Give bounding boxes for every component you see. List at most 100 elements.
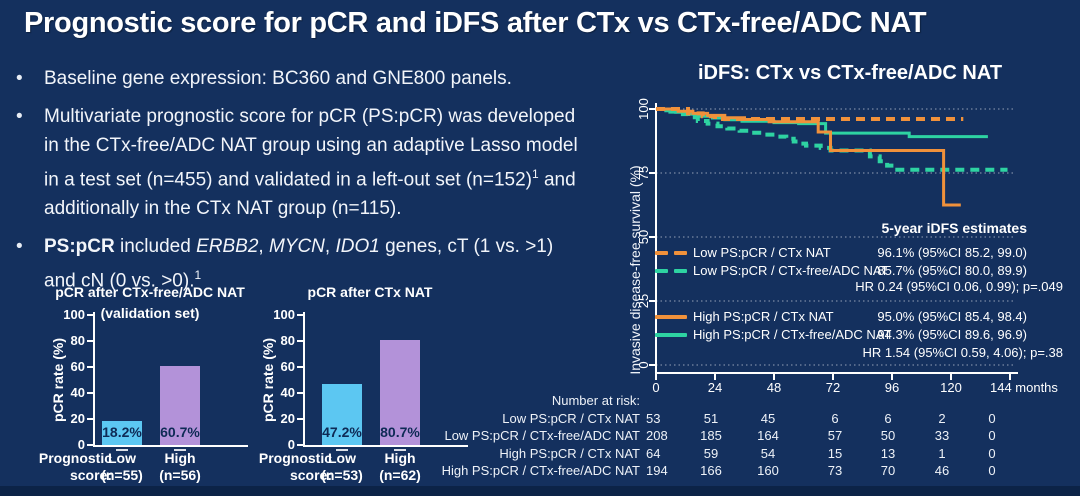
bar-y-tick (297, 418, 303, 420)
number-at-risk-table: Number at risk: Low PS:pCR / CTx NAT 53 51 4… (440, 392, 1056, 482)
risk-count: 166 (700, 463, 722, 478)
bar-y-tick (297, 444, 303, 446)
bar-x-tick (394, 449, 406, 451)
risk-count: 51 (703, 411, 719, 426)
text-segment: ERBB2 (196, 236, 259, 258)
legend-dashed-line-swatch (655, 269, 687, 273)
risk-count: 45 (760, 411, 776, 426)
bullet-line: additionally in the CTx NAT group (n=115… (44, 194, 616, 223)
risk-count: 73 (827, 463, 843, 478)
page-title: Prognostic score for pCR and iDFS after … (24, 7, 927, 39)
bullet-line: in a test set (n=455) and validated in a… (44, 160, 616, 194)
risk-count: 185 (700, 428, 722, 443)
text-segment: , (258, 236, 269, 258)
text-segment: PS:pCR (44, 236, 115, 258)
risk-count: 194 (646, 463, 668, 478)
risk-count: 208 (646, 428, 668, 443)
bullet-line: and cN (0 vs. >0).1 (44, 261, 616, 295)
risk-count: 70 (880, 463, 896, 478)
text-segment: Baseline gene expression: BC360 and GNE8… (44, 68, 512, 89)
risk-count: 6 (831, 411, 839, 426)
km-x-tick-label: 48 (766, 380, 782, 395)
risk-count: 2 (938, 411, 946, 426)
bar-y-tick (297, 314, 303, 316)
bar-y-tick (297, 392, 303, 394)
bar-group-label: Prognostic score: (250, 450, 332, 484)
bar-y-tick-label: 0 (287, 437, 295, 452)
bar-y-tick (87, 392, 93, 394)
km-y-tick-label: 25 (636, 293, 651, 309)
bar-category-label: Low (n=55) (86, 450, 158, 484)
bar-y-axis (303, 312, 305, 447)
bar-category-line: (n=56) (159, 467, 201, 483)
risk-count: 53 (646, 411, 661, 426)
bar-y-tick-label: 40 (70, 385, 85, 400)
bar (102, 421, 142, 445)
bar-y-tick-label: 40 (280, 385, 295, 400)
km-x-tick-label: 120 (940, 380, 962, 395)
text-segment: Multivariate prognostic score for pCR (P… (44, 106, 576, 127)
km-legend-label: Low PS:pCR / CTx NAT (693, 245, 831, 260)
text-segment: included (114, 236, 197, 258)
swatch-dash (655, 269, 668, 273)
km-curve (656, 107, 1008, 172)
km-legend-estimate: 95.0% (95%CI 85.4, 98.4) (877, 309, 1027, 324)
km-y-tick-label: 100 (636, 98, 651, 120)
text-segment: , (324, 236, 336, 258)
text-segment: in a test set (n=455) and validated in a… (44, 169, 532, 191)
bar-x-tick (336, 449, 348, 451)
bullet-text: Baseline gene expression: BC360 and GNE8… (44, 64, 616, 93)
bar-category-line: Low (328, 450, 356, 466)
bullet-line: Multivariate prognostic score for pCR (P… (44, 102, 616, 131)
risk-count: 6 (884, 411, 892, 426)
swatch-dash (655, 251, 668, 255)
risk-count: 160 (757, 463, 779, 478)
swatch-dash (674, 269, 687, 273)
risk-count: 57 (827, 428, 843, 443)
bullet-text: Multivariate prognostic score for pCR (P… (44, 102, 616, 223)
risk-count: 33 (934, 428, 950, 443)
risk-table-header: Number at risk: (551, 393, 640, 408)
bullet-item: • PS:pCR included ERBB2, MYCN, IDO1 genes… (16, 232, 616, 295)
text-segment: MYCN (268, 236, 325, 258)
bar-x-axis (303, 445, 468, 447)
km-curve (656, 107, 964, 121)
bar-y-tick (87, 444, 93, 446)
bar-category-line: High (384, 450, 416, 466)
legend-solid-line-swatch (655, 315, 687, 319)
risk-row-label: Low PS:pCR / CTx-free/ADC NAT (444, 428, 640, 443)
bullet-marker-icon: • (16, 106, 23, 127)
bar-category-line: (n=55) (101, 467, 143, 483)
bar-y-tick-label: 80 (280, 333, 295, 348)
bar-value-label: 18.2% (102, 424, 142, 440)
bar-y-tick (297, 340, 303, 342)
bar-category-line: (n=53) (321, 467, 363, 483)
bar-category-label: High (n=56) (144, 450, 216, 484)
bar-value-label: 80.7% (380, 424, 420, 440)
risk-count: 1 (938, 446, 946, 461)
bar-chart-ctx-nat: pCR after CTx NAT pCR rate (%) 0 20 40 60 80 10… (250, 282, 470, 496)
km-legend-estimate: 94.3% (95%CI 89.6, 96.9) (877, 327, 1027, 342)
risk-row-label: High PS:pCR / CTx-free/ADC NAT (441, 463, 640, 478)
bar-y-tick-label: 100 (273, 307, 295, 322)
bar-y-tick-label: 0 (77, 437, 85, 452)
bullet-marker-icon: • (16, 236, 23, 258)
bar-group-label-line: score: (289, 467, 332, 483)
text-segment: 1 (531, 167, 539, 181)
risk-count: 15 (827, 446, 843, 461)
km-x-tick-label: 96 (884, 380, 900, 395)
km-x-tick-label: 144 months (989, 380, 1058, 395)
text-segment: additionally in the CTx NAT group (n=115… (44, 198, 402, 220)
bullet-marker-icon: • (16, 68, 23, 89)
bar-y-tick-label: 20 (70, 411, 85, 426)
km-plot-canvas (649, 103, 1018, 380)
bullet-item: • Baseline gene expression: BC360 and GNE… (16, 64, 616, 93)
risk-count: 13 (880, 446, 896, 461)
bar-value-label: 60.7% (160, 424, 200, 440)
bullet-line: Baseline gene expression: BC360 and GNE8… (44, 64, 616, 93)
bar-x-axis (93, 445, 248, 447)
risk-count: 0 (988, 428, 996, 443)
bar-category-line: Low (108, 450, 136, 466)
bullet-line: in the CTx-free/ADC NAT group using an a… (44, 131, 616, 160)
